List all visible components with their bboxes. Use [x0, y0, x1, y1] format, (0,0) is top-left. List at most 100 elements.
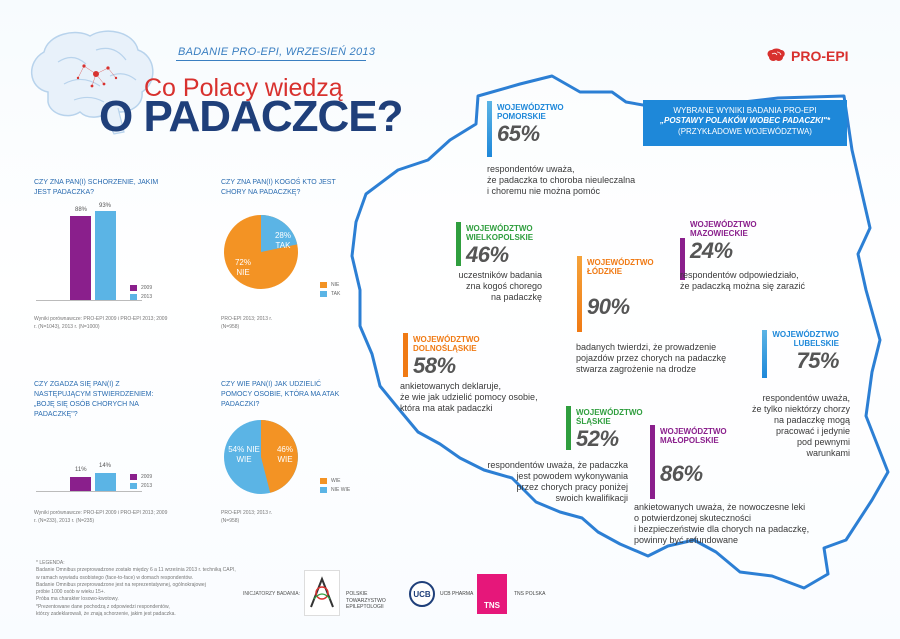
wielkopolskie-name1: WOJEWÓDZTWO: [466, 224, 533, 233]
mazowieckie-pct: 24%: [690, 238, 733, 264]
region-pomorskie: WOJEWÓDZTWO POMORSKIE 65%: [487, 101, 564, 157]
callout-line2: „POSTAWY POLAKÓW WOBEC PADACZKI"*: [659, 116, 830, 126]
lubelskie-pct: 75%: [796, 348, 839, 374]
slaskie-name2: ŚLĄSKIE: [576, 417, 611, 427]
q1-value-2013: 93%: [99, 203, 112, 209]
wielkopolskie-bar: [456, 222, 461, 266]
q1-axis: [36, 300, 142, 301]
q3-value-2013: 14%: [99, 463, 112, 469]
q1-value-2009: 88%: [75, 207, 88, 213]
malopolskie-bar: [650, 425, 655, 499]
pomorskie-bar: [487, 101, 492, 157]
results-callout: WYBRANE WYNIKI BADANIA PRO-EPI „POSTAWY …: [643, 100, 847, 146]
q4-slice-yes: [261, 420, 298, 493]
q1-bar-2009: [70, 216, 91, 300]
pte-logo-text: POLSKIE TOWARZYSTWO EPILEPTOLOGII: [346, 591, 386, 610]
survey-underline: [176, 60, 366, 61]
slaskie-name1: WOJEWÓDZTWO: [576, 408, 643, 417]
q2-pie: [224, 215, 298, 289]
q3-source: Wyniki porównawcze: PRO-EPI 2009 i PRO-E…: [34, 510, 168, 524]
region-lodzkie: WOJEWÓDZTWO ŁÓDZKIE 90%: [577, 256, 654, 332]
q3-legend: 2009 2013: [130, 474, 152, 492]
malopolskie-name2: MAŁOPOLSKIE: [660, 436, 719, 446]
lubelskie-desc: respondentów uważa, że tylko niektórzy ch…: [751, 393, 850, 458]
region-lubelskie: WOJEWÓDZTWO LUBELSKIE 75%: [767, 328, 839, 374]
ucb-logo: UCB: [409, 581, 435, 607]
q4-legend-yes: WIE: [320, 478, 350, 484]
q4-question: CZY WIE PAN(I) JAK UDZIELIĆ POMOCY OSOBI…: [221, 381, 340, 409]
callout-line1: WYBRANE WYNIKI BADANIA PRO-EPI: [673, 106, 817, 115]
q3-question: CZY ZGADZA SIĘ PAN(I) Z NASTĘPUJĄCYM STW…: [34, 381, 154, 419]
malopolskie-desc: ankietowanych uważa, że nowoczesne leki o…: [634, 502, 810, 545]
q4-no-label: 54% NIE WIE: [228, 445, 260, 464]
dolnoslaskie-name2: DOLNOŚLĄSKIE: [413, 344, 477, 354]
dolnoslaskie-desc: ankietowanych deklaruje, że wie jak udzie…: [400, 381, 538, 413]
wielkopolskie-desc: uczestników badania zna kogoś chorego na p…: [458, 270, 542, 302]
logo-brain-icon: [767, 48, 785, 61]
initiators-label: INICJATORZY BADANIA:: [243, 591, 300, 597]
q1-legend-2013: 2013: [130, 294, 152, 300]
pro-epi-logo: PRO-EPI: [766, 48, 849, 64]
malopolskie-name1: WOJEWÓDZTWO: [660, 427, 727, 436]
logo-text: PRO-EPI: [791, 48, 849, 64]
q4-legend: WIE NIE WIE: [320, 478, 350, 496]
lubelskie-name1: WOJEWÓDZTWO: [772, 330, 839, 339]
pte-logo: [304, 570, 340, 616]
lodzkie-name1: WOJEWÓDZTWO: [587, 258, 654, 267]
q1-legend-2009: 2009: [130, 285, 152, 291]
q2-slice-yes: [261, 215, 298, 252]
lubelskie-bar: [762, 330, 767, 378]
q3-axis: [36, 491, 142, 492]
q1-question: CZY ZNA PAN(I) SCHORZENIE, JAKIM JEST PA…: [34, 179, 159, 197]
mazowieckie-name2: MAZOWIECKIE: [690, 229, 748, 239]
slaskie-bar: [566, 406, 571, 450]
slaskie-desc: respondentów uważa, że padaczka jest powo…: [487, 460, 628, 503]
lodzkie-desc: badanych twierdzi, że prowadzenie pojazdó…: [576, 342, 727, 374]
q4-legend-no: NIE WIE: [320, 487, 350, 493]
footer-legend-title: * LEGENDA:: [36, 560, 65, 566]
region-wielkopolskie: WOJEWÓDZTWO WIELKOPOLSKIE 46%: [456, 222, 533, 268]
q2-yes-label: 28% TAK: [274, 231, 291, 250]
q4-pie: [224, 420, 298, 494]
mazowieckie-name1: WOJEWÓDZTWO: [690, 220, 757, 229]
lodzkie-name2: ŁÓDZKIE: [587, 267, 623, 277]
q2-no-label: 72% NIE: [234, 258, 251, 277]
pomorskie-name2: POMORSKIE: [497, 112, 546, 122]
tns-logo: TNS: [477, 574, 507, 614]
tns-logo-text: TNS POLSKA: [514, 591, 546, 597]
q4-source: PRO-EPI 2013; 2013 r. (N=958): [221, 510, 273, 524]
wielkopolskie-pct: 46%: [466, 242, 509, 268]
q3-legend-2009: 2009: [130, 474, 152, 480]
q4-yes-label: 46% WIE: [276, 445, 293, 464]
callout-line3: (PRZYKŁADOWE WOJEWÓDZTWA): [678, 126, 812, 136]
q3-bar-2013: [95, 473, 116, 491]
lubelskie-name2: LUBELSKIE: [793, 339, 839, 349]
dolnoslaskie-pct: 58%: [413, 353, 456, 379]
pomorskie-pct: 65%: [497, 121, 540, 147]
q1-source: Wyniki porównawcze: PRO-EPI 2009 i PRO-E…: [34, 316, 168, 330]
malopolskie-pct: 86%: [660, 461, 703, 487]
region-slaskie: WOJEWÓDZTWO ŚLĄSKIE 52%: [566, 406, 643, 452]
mazowieckie-desc: respondentów odpowiedziało, że padaczką m…: [680, 270, 806, 291]
dolnoslaskie-name1: WOJEWÓDZTWO: [413, 335, 480, 344]
wielkopolskie-name2: WIELKOPOLSKIE: [466, 233, 534, 243]
title-line1: Co Polacy wiedzą: [144, 74, 343, 102]
lodzkie-bar: [577, 256, 582, 332]
q1-bar-2013: [95, 211, 116, 300]
slaskie-pct: 52%: [576, 426, 619, 452]
q2-source: PRO-EPI 2013; 2013 r. (N=958): [221, 316, 273, 330]
q3-legend-2013: 2013: [130, 483, 152, 489]
q2-legend-no: NIE: [320, 282, 340, 288]
pomorskie-name1: WOJEWÓDZTWO: [497, 103, 564, 112]
dolnoslaskie-bar: [403, 333, 408, 377]
title-line2: O PADACZCE?: [99, 92, 404, 141]
q3-value-2009: 11%: [75, 467, 87, 473]
brain-illustration: [30, 30, 154, 135]
pomorskie-desc: respondentów uważa, że padaczka to chorob…: [487, 164, 636, 196]
q2-question: CZY ZNA PAN(I) KOGOŚ KTO JEST CHORY NA P…: [221, 179, 336, 197]
q2-legend: NIE TAK: [320, 282, 340, 300]
mazowieckie-bar: [680, 238, 685, 280]
q2-legend-yes: TAK: [320, 291, 340, 297]
lodzkie-pct: 90%: [587, 294, 630, 320]
